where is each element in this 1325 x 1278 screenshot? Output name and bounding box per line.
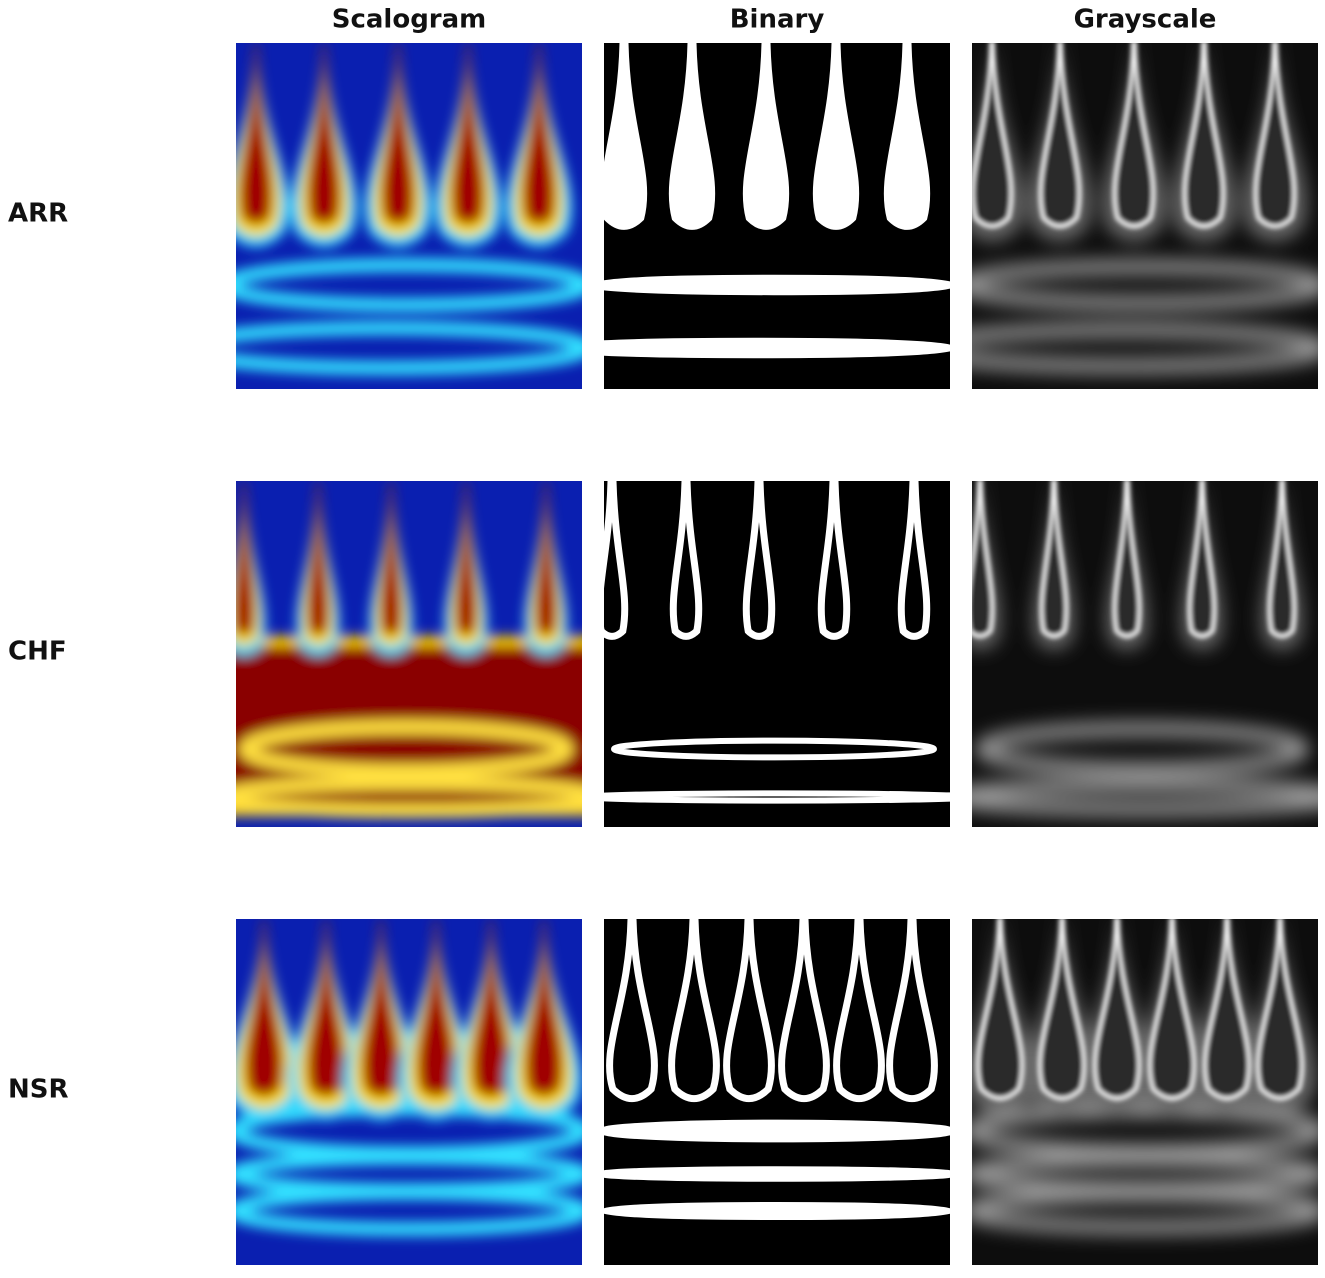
ridge [604,481,629,640]
ridge [606,919,658,1103]
band [604,1166,950,1182]
band [236,1186,582,1236]
band [972,1104,1318,1158]
panel-image [604,919,950,1265]
ridge [1112,481,1142,639]
band [236,258,582,312]
ridge [1267,481,1297,639]
row-label: NSR [8,1075,69,1105]
ridge [972,43,1014,229]
ridge [535,481,557,636]
ridge [668,919,720,1103]
band [236,321,582,375]
panel-image [604,43,950,389]
ridge [778,919,830,1103]
ridge [1202,919,1252,1101]
ridge [1253,43,1297,229]
band [975,722,1309,776]
band [236,776,582,818]
row-label: CHF [8,637,67,667]
ridge [972,481,995,639]
band [604,337,950,359]
ridge [1037,919,1087,1101]
panel-image [236,481,582,827]
edges [972,481,1297,639]
ridge [1039,481,1069,639]
column-header: Grayscale [1074,5,1217,35]
panel-image [604,481,950,827]
ridge [244,919,284,1098]
band [972,260,1318,310]
ridge [1038,43,1082,229]
ridge [380,481,402,636]
panel-image [972,481,1318,827]
ridge [723,919,775,1103]
ridge [1112,43,1156,229]
ridge [742,481,776,640]
ridge [416,919,456,1098]
column-header: Scalogram [332,5,487,35]
band [604,1119,950,1143]
ridge [886,919,938,1103]
band [604,790,950,804]
band [239,720,573,778]
ridge [1147,919,1197,1101]
band [972,1188,1318,1234]
ridge [361,919,401,1098]
ridge [471,919,511,1098]
band [604,274,950,296]
edges [975,919,1305,1101]
band [611,737,937,761]
ridge [236,481,255,636]
background [604,481,950,827]
ridge [833,919,885,1103]
ridge [975,919,1025,1101]
ridge [883,43,931,230]
ridge [239,43,273,226]
column-header: Binary [730,5,825,35]
ridge [817,481,851,640]
ridge [812,43,860,230]
heat [236,919,582,1236]
panel-image [236,919,582,1265]
ridge [897,481,931,640]
ridge [522,43,556,226]
ridge [307,43,341,226]
heat [236,43,582,375]
panel-image [972,43,1318,389]
ridge [451,43,485,226]
band [972,323,1318,373]
ridge [306,919,346,1098]
ridge [455,481,477,636]
ridge [668,43,716,230]
ridge [1092,919,1142,1101]
ridge [604,43,648,230]
row-label: ARR [8,199,68,229]
ridge [307,481,329,636]
panel-image [236,43,582,389]
ridge [1187,481,1217,639]
band [604,1202,950,1220]
ridge [1182,43,1226,229]
ridge [742,43,790,230]
panel-image [972,919,1318,1265]
ridge [524,919,564,1098]
heat [236,481,582,818]
ridge [381,43,415,226]
edges [972,43,1297,229]
ridge [1255,919,1305,1101]
ridge [669,481,703,640]
band [972,778,1318,816]
